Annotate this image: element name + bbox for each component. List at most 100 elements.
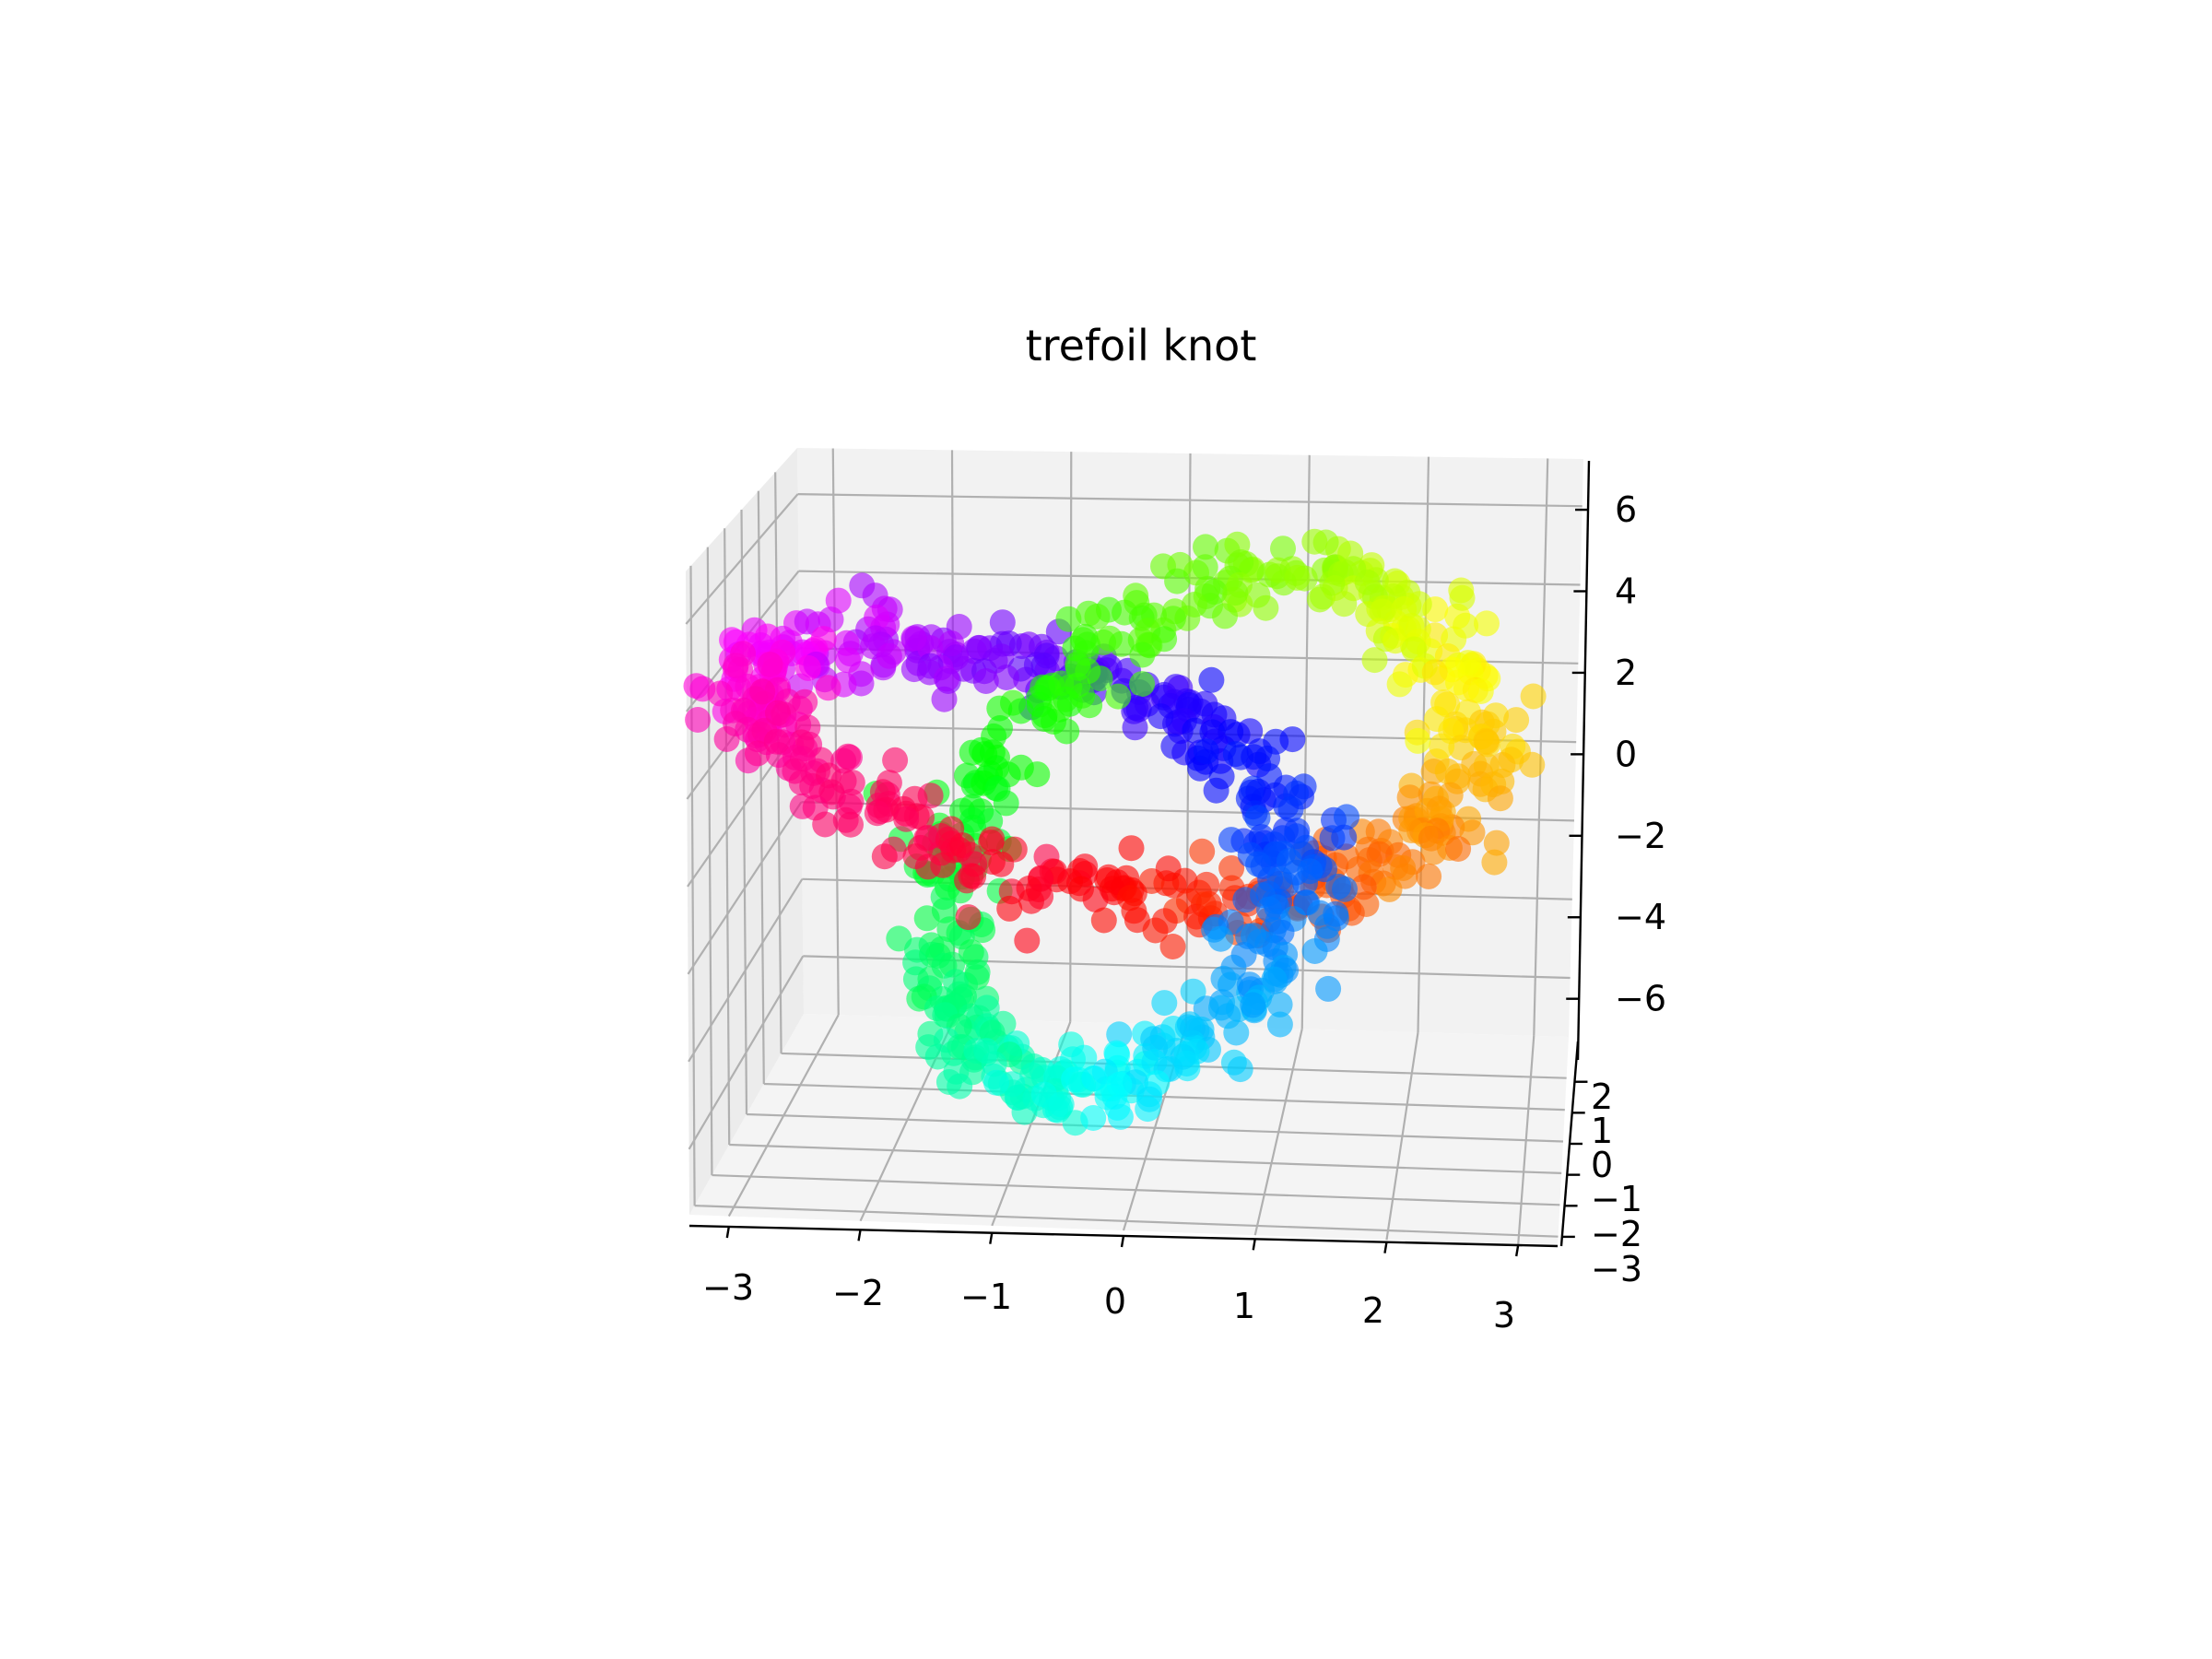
scatter-point: [1270, 535, 1296, 562]
scatter-point: [1136, 1086, 1163, 1112]
scatter-point: [1090, 907, 1117, 934]
scatter-point: [1262, 968, 1288, 994]
scatter-point: [765, 700, 791, 726]
chart-title: trefoil knot: [1026, 321, 1257, 371]
scatter-point: [1105, 683, 1132, 710]
grid-y-floor: [694, 1204, 1559, 1238]
scatter-point: [1218, 827, 1244, 853]
scatter-point: [1223, 1019, 1250, 1046]
scatter-point: [1376, 876, 1403, 902]
scatter-point: [1176, 1011, 1203, 1038]
scatter-point: [882, 747, 909, 773]
y-tick-label: 2: [1591, 1077, 1613, 1117]
scatter-point: [818, 779, 845, 806]
scatter-point: [917, 782, 944, 809]
scatter-point: [1253, 594, 1279, 621]
y-tick-label: 1: [1591, 1111, 1613, 1151]
x-tick-label: 1: [1233, 1286, 1255, 1326]
grid-y-left: [689, 565, 696, 1206]
scatter-point: [835, 647, 861, 674]
scatter-point: [1007, 698, 1034, 724]
x-tick-mark: [1120, 1235, 1125, 1248]
scatter-point: [988, 851, 1015, 877]
x-tick-mark: [725, 1226, 731, 1239]
scatter-point: [987, 715, 1013, 741]
scatter-point: [1193, 534, 1218, 560]
scatter-point: [835, 743, 862, 770]
scatter-point: [1284, 564, 1311, 591]
z-tick-label: −2: [1615, 816, 1666, 856]
scatter-point: [963, 1038, 990, 1065]
scatter-point: [1129, 671, 1156, 698]
scatter-point: [757, 652, 783, 678]
scatter-point: [1014, 927, 1041, 954]
scatter-point: [1332, 876, 1358, 902]
scatter-point: [1487, 785, 1513, 812]
scatter-point: [1218, 855, 1245, 881]
scatter-point: [749, 678, 776, 705]
scatter-point: [1028, 883, 1054, 910]
scatter-point: [864, 604, 890, 630]
scatter-point: [685, 707, 712, 733]
z-tick-label: 4: [1615, 571, 1637, 611]
grid-y-floor: [746, 1112, 1564, 1143]
scatter-point: [871, 843, 898, 870]
scatter-point: [919, 941, 946, 968]
grid-y-left: [706, 547, 713, 1176]
scatter-point: [1203, 777, 1230, 804]
scatter-point: [993, 665, 1019, 690]
scatter-point: [812, 811, 839, 838]
scatter-point: [958, 939, 984, 966]
scatter-point: [1416, 863, 1442, 889]
scatter-point: [978, 830, 1005, 856]
scatter-point: [1277, 796, 1304, 823]
x-tick-label: −1: [960, 1277, 1012, 1317]
scatter-point: [1390, 854, 1417, 881]
scatter-point: [959, 806, 986, 833]
scatter-point: [794, 654, 821, 681]
scatter-point: [1212, 603, 1238, 629]
scatter-point: [713, 726, 740, 752]
scatter-point: [1315, 975, 1342, 1002]
scatter-point: [1222, 580, 1249, 606]
scatter-point: [964, 959, 991, 985]
x-tick-label: 0: [1104, 1281, 1126, 1322]
scatter-point: [730, 641, 757, 667]
scatter-point: [1142, 917, 1169, 944]
z-tick-label: −4: [1615, 897, 1666, 937]
x-tick-mark: [1383, 1241, 1388, 1253]
scatter-point: [876, 642, 902, 669]
y-tick-label: −3: [1591, 1249, 1642, 1289]
scatter-point: [1350, 874, 1377, 900]
x-tick-mark: [989, 1232, 994, 1244]
grid-z-back: [797, 493, 1583, 508]
grid-y-floor: [712, 1173, 1560, 1206]
scatter-point: [1481, 849, 1508, 876]
scatter-point: [1198, 666, 1225, 693]
y-tick-label: 0: [1591, 1145, 1613, 1185]
scatter-point: [1331, 591, 1358, 618]
grid-y-left: [757, 490, 765, 1084]
scatter-point: [1155, 855, 1182, 882]
scatter-point: [1266, 991, 1293, 1018]
scatter-point: [763, 728, 790, 755]
scatter-point: [983, 1069, 1009, 1096]
grid-y-floor: [729, 1143, 1562, 1174]
scatter-point: [1107, 1103, 1134, 1130]
x-tick-mark: [857, 1230, 862, 1241]
scatter-point: [1361, 647, 1388, 674]
scatter-point: [864, 800, 890, 827]
scatter-point: [1301, 938, 1328, 964]
scatter-point: [1173, 1041, 1200, 1067]
scatter-point: [1266, 1011, 1293, 1038]
grid-y-left: [740, 509, 748, 1115]
scatter-point: [1319, 825, 1346, 852]
scatter-point: [934, 665, 959, 692]
scatter-point: [832, 806, 859, 833]
scatter-point: [1192, 554, 1218, 581]
scatter-point: [931, 686, 958, 712]
scatter-point: [1103, 1040, 1130, 1066]
scatter-point: [1386, 671, 1413, 698]
scatter-point: [954, 867, 980, 894]
